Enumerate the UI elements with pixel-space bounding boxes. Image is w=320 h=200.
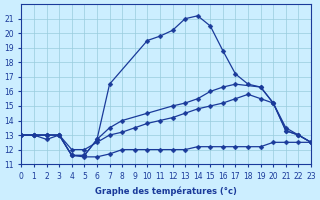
X-axis label: Graphe des températures (°c): Graphe des températures (°c) — [95, 186, 237, 196]
